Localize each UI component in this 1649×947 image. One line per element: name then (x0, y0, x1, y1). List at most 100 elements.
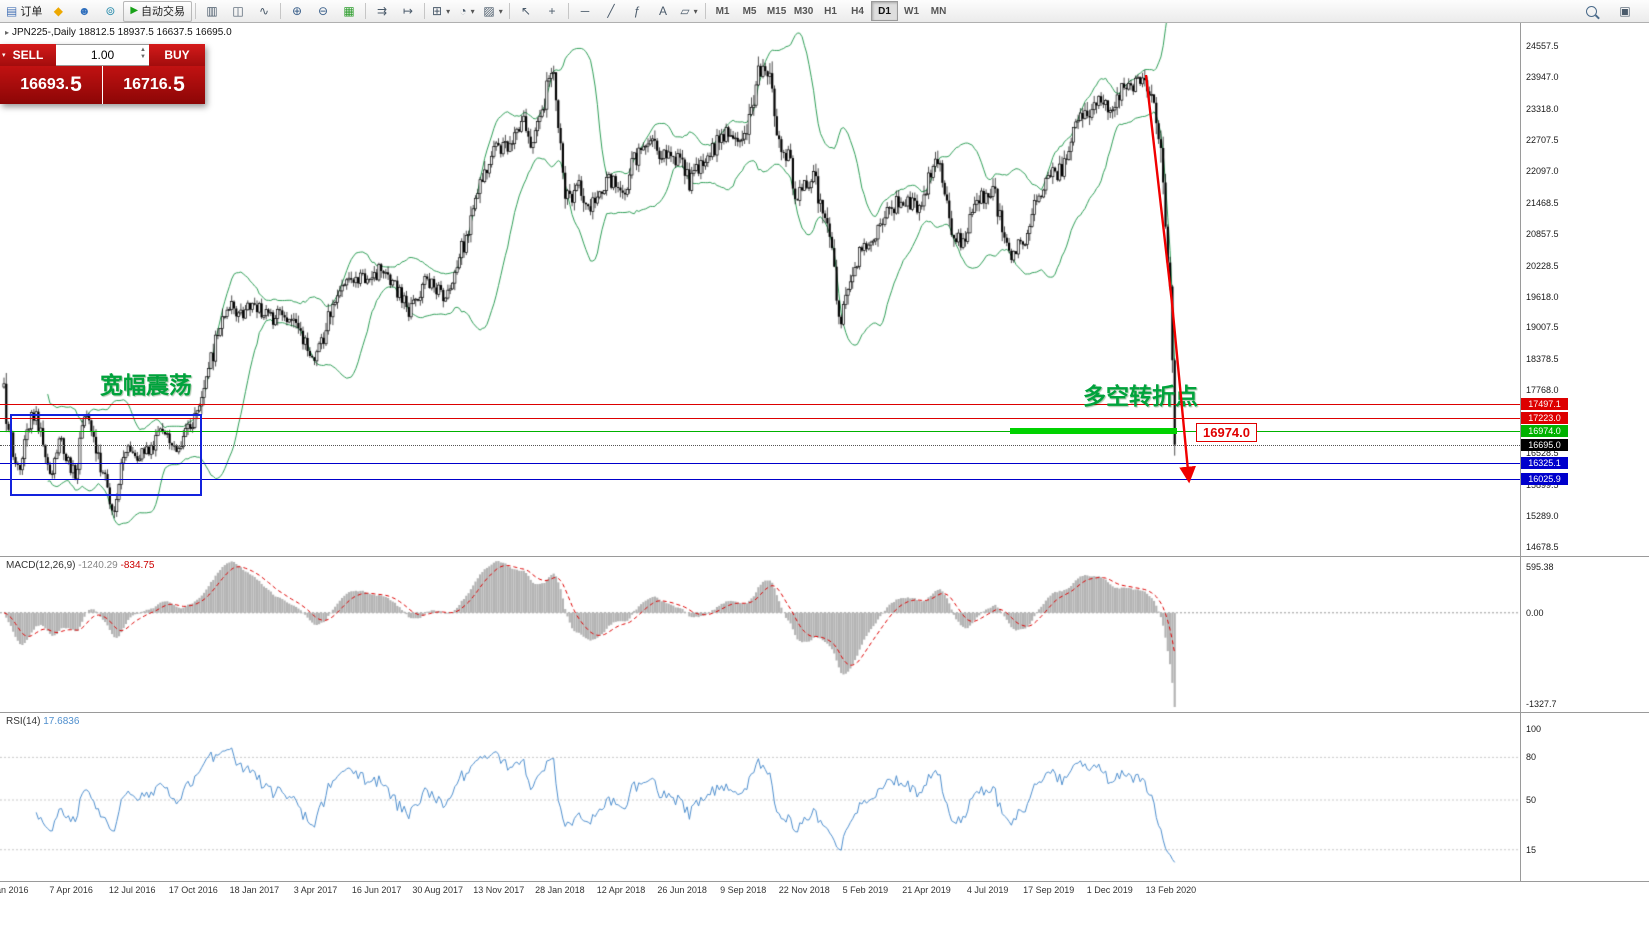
timeframe-h4-button[interactable]: H4 (851, 5, 864, 17)
date-tick-label: 26 Jun 2018 (657, 885, 707, 895)
buy-button[interactable]: BUY (149, 44, 205, 66)
sell-price-button[interactable]: 16693. 5 (0, 66, 102, 104)
play-icon: ▶ (130, 5, 139, 16)
horizontal-level-line[interactable] (0, 404, 1520, 405)
data-window-button[interactable]: ▣ (1612, 1, 1638, 22)
period-button[interactable]: ◔ ▾ (454, 1, 480, 22)
timeframe-m30-button[interactable]: M30 (793, 5, 814, 17)
zoom-out-icon[interactable]: ⊖ (310, 1, 336, 22)
horizontal-line-icon[interactable]: ─ (572, 1, 598, 22)
macd-indicator-canvas[interactable] (0, 557, 1520, 712)
timeframe-m1-button[interactable]: M1 (715, 5, 730, 17)
contacts-icon[interactable]: ☻ (71, 1, 97, 22)
consolidation-range-box[interactable] (10, 414, 202, 496)
toolbar-left-group: ▤ 订单 ◆ ☻ ⊚ ▶ 自动交易 ▥ ◫ ∿ ⊕ ⊖ ▦ ⇉ ↦ ⊞ ▾ ◔ ▾ ▨ ▾ ↖ + ─ ╱ ƒ A ▱ ▾ (3, 0, 709, 22)
trend-arrow[interactable] (0, 23, 1520, 556)
new-order-button[interactable]: ▤ 订单 (3, 1, 45, 22)
rsi-panel-divider[interactable] (0, 712, 1649, 713)
bars-chart-icon[interactable]: ▥ (199, 1, 225, 22)
fibonacci-icon[interactable]: ƒ (624, 1, 650, 22)
new-chart-button[interactable]: ⊞ ▾ (428, 1, 454, 22)
timeframe-group: M1 M5 M15 M30 H1 H4 D1 W1 MN (709, 1, 952, 21)
horizontal-level-line[interactable] (0, 479, 1520, 480)
rsi-indicator-canvas[interactable] (0, 713, 1520, 881)
news-icon[interactable]: ⊚ (97, 1, 123, 22)
tile-windows-icon[interactable]: ▦ (336, 1, 362, 22)
timeframe-d1-button[interactable]: D1 (871, 1, 899, 21)
horizontal-level-line[interactable] (0, 431, 1520, 432)
line-chart-icon[interactable]: ∿ (251, 1, 277, 22)
pivot-level-segment[interactable] (1010, 428, 1177, 434)
trendline-icon[interactable]: ╱ (598, 1, 624, 22)
rsi-value: 17.6836 (43, 716, 80, 727)
date-tick-label: Jan 2016 (0, 885, 29, 895)
candles-chart-icon[interactable]: ◫ (225, 1, 251, 22)
chart-shift-icon[interactable]: ↦ (395, 1, 421, 22)
collapse-panel-icon[interactable]: ▾ (2, 52, 6, 59)
toolbar-separator (280, 3, 282, 19)
auto-scroll-icon[interactable]: ⇉ (369, 1, 395, 22)
down-arrow-line[interactable] (1144, 74, 1196, 484)
caret-down-icon: ▾ (446, 6, 451, 16)
date-tick-label: 13 Nov 2017 (473, 885, 525, 895)
toolbar-separator (568, 3, 570, 19)
doc-icon: ▤ (6, 4, 18, 18)
rsi-scale-label: 100 (1526, 724, 1542, 734)
date-tick-label: 16 Jun 2017 (351, 885, 402, 895)
cursor-icon[interactable]: ↖ (513, 1, 539, 22)
level-price-badge: 16974.0 (1521, 424, 1568, 437)
price-chart-canvas[interactable] (0, 23, 1520, 556)
shapes-icon: ▱ (680, 4, 690, 18)
sell-price-frac: 5 (70, 73, 82, 96)
price-scale-divider (1520, 23, 1521, 881)
volume-decrease-button[interactable]: ▼ (140, 54, 146, 60)
timeframe-w1-button[interactable]: W1 (904, 5, 920, 17)
macd-main-value: -1240.29 (78, 560, 118, 571)
text-label-icon[interactable]: A (650, 1, 676, 22)
current-price-line[interactable] (0, 445, 1520, 446)
date-tick-label: 13 Feb 2020 (1145, 885, 1197, 895)
date-tick-label: 30 Aug 2017 (412, 885, 463, 895)
price-tick-label: 19007.5 (1526, 322, 1559, 333)
price-tick-label: 24557.5 (1526, 41, 1559, 51)
macd-scale-label: 595.38 (1526, 561, 1554, 572)
timeframe-m5-button[interactable]: M5 (742, 5, 757, 17)
template-button[interactable]: ▨ ▾ (480, 1, 506, 22)
pivot-price-label[interactable]: 16974.0 (1196, 423, 1257, 442)
autotrading-button-label: 自动交易 (141, 6, 186, 18)
rsi-scale-label: 15 (1526, 844, 1537, 855)
volume-input[interactable]: 1.00 ▲ ▼ (56, 44, 149, 66)
price-tick-label: 14678.5 (1526, 542, 1559, 552)
horizontal-level-line[interactable] (0, 418, 1520, 419)
level-price-badge: 16025.9 (1521, 472, 1568, 485)
toolbar-separator (424, 3, 426, 19)
shapes-icon[interactable]: ▱ ▾ (676, 1, 702, 22)
date-tick-label: 22 Nov 2018 (778, 885, 830, 895)
price-tick-label: 18378.5 (1526, 354, 1559, 365)
chart-symbol-label: ▸ JPN225-,Daily 18812.5 18937.5 16637.5 1… (5, 27, 232, 38)
rsi-name: RSI(14) (6, 716, 41, 727)
autotrading-button[interactable]: ▶ 自动交易 (123, 0, 193, 22)
pivot-annotation-text[interactable]: 多空转折点 (1083, 383, 1198, 409)
rsi-scale-label: 50 (1526, 795, 1537, 805)
macd-panel-divider[interactable] (0, 556, 1649, 557)
mql-market-icon[interactable]: ◆ (45, 1, 71, 22)
one-click-trading-panel: ▾ SELL 1.00 ▲ ▼ BUY 16693. 5 16716. 5 (0, 44, 205, 104)
range-annotation-text[interactable]: 宽幅震荡 (100, 372, 192, 398)
timeframe-h1-button[interactable]: H1 (824, 5, 837, 17)
timeframe-m15-button[interactable]: M15 (766, 5, 787, 17)
timeframe-mn-button[interactable]: MN (930, 5, 947, 17)
person-icon: ☻ (78, 4, 91, 18)
data-window-icon: ▣ (1619, 4, 1631, 18)
price-tick-label: 19618.0 (1526, 291, 1559, 302)
horizontal-level-line[interactable] (0, 463, 1520, 464)
symbol-ohlc-text: JPN225-,Daily 18812.5 18937.5 16637.5 16… (12, 27, 232, 38)
sell-button[interactable]: ▾ SELL (0, 44, 56, 66)
crosshair-icon[interactable]: + (539, 1, 565, 22)
new-order-button-label: 订单 (20, 6, 43, 18)
buy-price-button[interactable]: 16716. 5 (103, 66, 205, 104)
buy-price-main: 16716. (123, 76, 173, 93)
volume-increase-button[interactable]: ▲ (140, 47, 146, 53)
zoom-in-icon[interactable]: ⊕ (284, 1, 310, 22)
search-button[interactable] (1578, 1, 1604, 22)
